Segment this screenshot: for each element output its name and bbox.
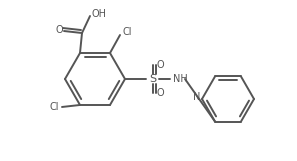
- Text: O: O: [55, 25, 63, 35]
- Text: N: N: [193, 92, 201, 102]
- Text: S: S: [149, 74, 157, 84]
- Text: Cl: Cl: [49, 102, 59, 112]
- Text: NH: NH: [173, 74, 187, 84]
- Text: O: O: [156, 88, 164, 98]
- Text: OH: OH: [91, 9, 107, 19]
- Text: O: O: [156, 60, 164, 70]
- Text: Cl: Cl: [122, 27, 132, 37]
